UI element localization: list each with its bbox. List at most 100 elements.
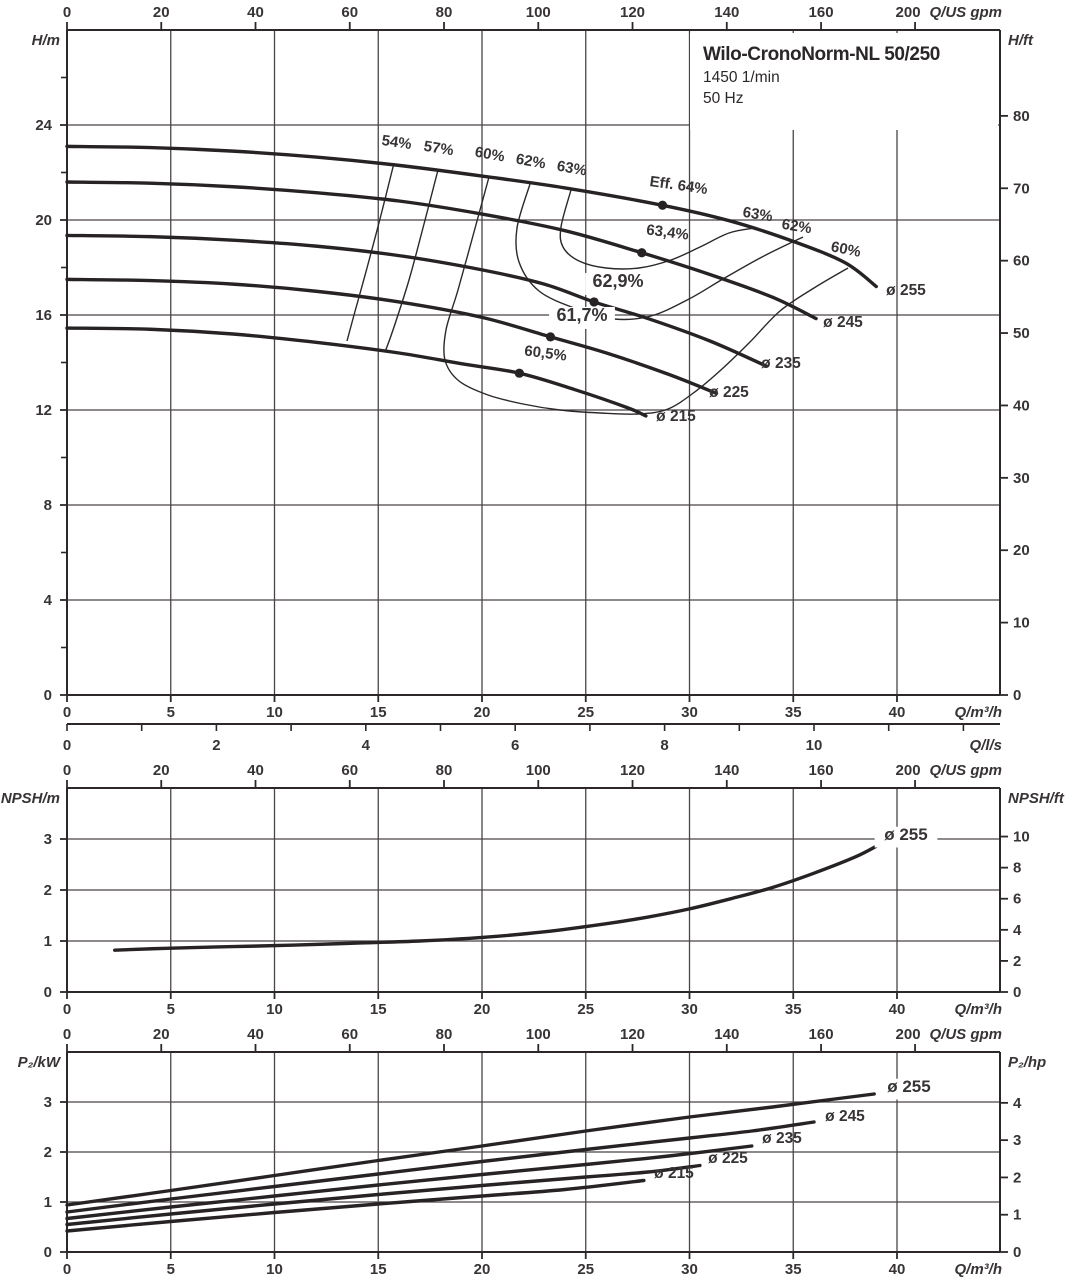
efficiency-label: 60% [829, 238, 862, 260]
m3h-tick-label: 5 [167, 704, 175, 721]
gpm-tick-label: 0 [63, 762, 71, 779]
m3h-tick-label: 10 [266, 704, 283, 721]
efficiency-label: 61,7% [556, 305, 607, 325]
head-yr-label: 40 [1013, 397, 1030, 414]
gpm-tick-label: 20 [153, 762, 170, 779]
m3h-tick-label: 5 [167, 1261, 175, 1278]
efficiency-label: 63% [742, 204, 774, 225]
impeller-diameter-label-bg [874, 826, 938, 848]
bep-dot [657, 200, 668, 210]
power-yr-label: 0 [1013, 1244, 1021, 1261]
head-yl-label: 16 [35, 307, 52, 324]
power-yr-label: 4 [1013, 1095, 1022, 1112]
power-yl-title: P₂/kW [18, 1054, 62, 1071]
m3h-tick-label: 40 [889, 1001, 906, 1018]
m3h-tick-label: 30 [681, 704, 698, 721]
gpm-tick-label: 140 [714, 762, 739, 779]
ls-tick-label: 6 [511, 737, 519, 754]
m3h-tick-label: 0 [63, 1261, 71, 1278]
head-yl-label: 4 [44, 592, 53, 609]
npsh-yl-title: NPSH/m [1, 790, 60, 807]
gpm-tick-label: 0 [63, 4, 71, 21]
gpm-tick-label: 80 [436, 4, 453, 21]
npsh-yl-label: 1 [44, 933, 52, 950]
gpm-tick-label: 140 [714, 1026, 739, 1043]
head-yr-label: 20 [1013, 542, 1030, 559]
impeller-diameter-label: ø 215 [654, 1165, 694, 1182]
gpm-tick-label: 80 [436, 1026, 453, 1043]
efficiency-label: 60% [474, 144, 507, 166]
m3h-axis-title: Q/m³/h [955, 1001, 1003, 1018]
curve-ø255 [65, 1092, 876, 1207]
gpm-tick-label: 160 [809, 4, 834, 21]
head-yr-label: 70 [1013, 180, 1030, 197]
gpm-tick-label: 100 [526, 1026, 551, 1043]
pump-frequency: 50 Hz [703, 90, 744, 108]
pump-speed: 1450 1/min [703, 68, 780, 86]
impeller-diameter-label: ø 225 [708, 1150, 748, 1167]
efficiency-label: 62% [781, 216, 813, 237]
curve-ø245 [65, 180, 818, 321]
npsh-yl-label: 3 [44, 831, 52, 848]
gpm-tick-label: 140 [714, 4, 739, 21]
curve-ø235 [65, 233, 768, 368]
npsh-yr-label: 0 [1013, 984, 1021, 1001]
power-yl-label: 3 [44, 1094, 52, 1111]
gpm-tick-label: 60 [341, 762, 358, 779]
m3h-tick-label: 0 [63, 704, 71, 721]
impeller-diameter-label: ø 255 [886, 282, 926, 299]
head-yl-label: 20 [35, 212, 52, 229]
impeller-diameter-label: ø 255 [887, 1077, 930, 1096]
ls-tick-label: 4 [362, 737, 371, 754]
head-yl-label: 0 [44, 687, 52, 704]
curve-ø215 [65, 326, 648, 418]
gpm-tick-label: 120 [620, 762, 645, 779]
gpm-tick-label: 120 [620, 4, 645, 21]
efficiency-label-bg [549, 306, 615, 329]
efficiency-label: 60,5% [523, 343, 567, 365]
gpm-tick-label: 200 [896, 762, 921, 779]
npsh-yl-label: 2 [44, 882, 52, 899]
m3h-tick-label: 20 [474, 1261, 491, 1278]
m3h-tick-label: 30 [681, 1001, 698, 1018]
curve-ø225 [65, 277, 719, 396]
head-yr-label: 80 [1013, 108, 1030, 125]
gpm-tick-label: 40 [247, 1026, 264, 1043]
gpm-axis-title: Q/US gpm [929, 762, 1002, 779]
m3h-tick-label: 35 [785, 1001, 802, 1018]
power-yl-label: 0 [44, 1244, 52, 1261]
m3h-tick-label: 20 [474, 1001, 491, 1018]
ls-tick-label: 8 [660, 737, 668, 754]
curve-ø235 [65, 1144, 754, 1221]
npsh-yr-label: 4 [1013, 922, 1022, 939]
gpm-tick-label: 20 [153, 4, 170, 21]
power-yr-label: 1 [1013, 1207, 1021, 1224]
m3h-tick-label: 10 [266, 1261, 283, 1278]
gpm-axis-title: Q/US gpm [929, 1026, 1002, 1043]
m3h-tick-label: 0 [63, 1001, 71, 1018]
head-yl-title: H/m [32, 32, 60, 49]
impeller-diameter-label: ø 225 [709, 384, 749, 401]
curve-ø245 [65, 1120, 816, 1214]
bep-dot [637, 248, 647, 258]
m3h-tick-label: 40 [889, 1261, 906, 1278]
ls-tick-label: 2 [212, 737, 220, 754]
curve-ø215 [65, 1178, 646, 1233]
efficiency-contour-63% [559, 189, 756, 270]
gpm-tick-label: 20 [153, 1026, 170, 1043]
ls-axis-title: Q/l/s [969, 737, 1002, 754]
efficiency-label: Eff. 64% [649, 173, 709, 198]
gpm-tick-label: 160 [809, 1026, 834, 1043]
head-yr-label: 50 [1013, 325, 1030, 342]
efficiency-label: 62,9% [592, 271, 643, 291]
impeller-diameter-label: ø 215 [656, 408, 696, 425]
m3h-tick-label: 5 [167, 1001, 175, 1018]
head-yr-label: 0 [1013, 687, 1021, 704]
curve-ø255 [65, 144, 878, 289]
gpm-axis-title: Q/US gpm [929, 4, 1002, 21]
gpm-tick-label: 40 [247, 762, 264, 779]
head-yl-label: 12 [35, 402, 52, 419]
power-yl-label: 1 [44, 1194, 52, 1211]
gpm-tick-label: 40 [247, 4, 264, 21]
gpm-tick-label: 60 [341, 1026, 358, 1043]
